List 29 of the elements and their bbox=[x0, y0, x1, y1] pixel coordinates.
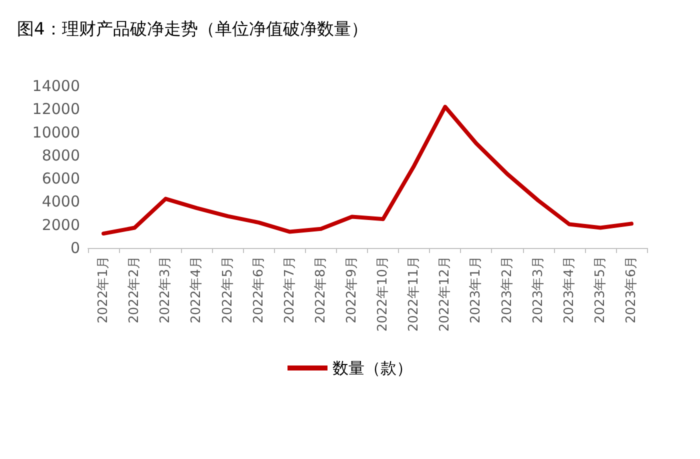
x-tick-label: 2022年9月 bbox=[344, 256, 360, 324]
x-tick-label: 2022年6月 bbox=[251, 256, 266, 324]
x-tick-label: 2023年2月 bbox=[500, 256, 515, 324]
x-tick-label: 2022年5月 bbox=[220, 256, 236, 324]
y-tick-label: 0 bbox=[70, 239, 80, 257]
chart-title: 图4：理财产品破净走势（单位净值破净数量） bbox=[17, 20, 368, 40]
x-tick-label: 2023年6月 bbox=[624, 256, 639, 324]
x-tick-label: 2022年8月 bbox=[313, 256, 328, 324]
x-tick-label: 2022年7月 bbox=[282, 256, 298, 324]
x-tick-label: 2022年4月 bbox=[189, 256, 204, 324]
x-tick-label: 2023年5月 bbox=[592, 256, 608, 324]
x-tick-label: 2022年3月 bbox=[158, 256, 174, 324]
y-tick-label: 12000 bbox=[32, 100, 80, 118]
y-tick-label: 14000 bbox=[32, 77, 80, 95]
y-tick-label: 4000 bbox=[42, 192, 80, 211]
x-tick-label: 2022年1月 bbox=[96, 256, 112, 324]
x-tick-label: 2022年2月 bbox=[127, 256, 142, 324]
y-tick-label: 8000 bbox=[42, 146, 80, 164]
x-tick-label: 2023年1月 bbox=[468, 256, 484, 324]
x-tick-label: 2023年4月 bbox=[562, 256, 577, 324]
x-tick-label: 2022年11月 bbox=[406, 256, 422, 332]
line-series bbox=[102, 104, 634, 236]
x-tick-label: 2022年10月 bbox=[376, 256, 391, 332]
y-tick-label: 6000 bbox=[42, 170, 80, 188]
x-tick-label: 2022年12月 bbox=[438, 256, 453, 332]
y-tick-label: 10000 bbox=[32, 123, 80, 142]
y-tick-label: 2000 bbox=[42, 216, 80, 234]
legend-label: 数量（款） bbox=[332, 358, 412, 378]
x-tick-label: 2023年3月 bbox=[530, 256, 546, 324]
